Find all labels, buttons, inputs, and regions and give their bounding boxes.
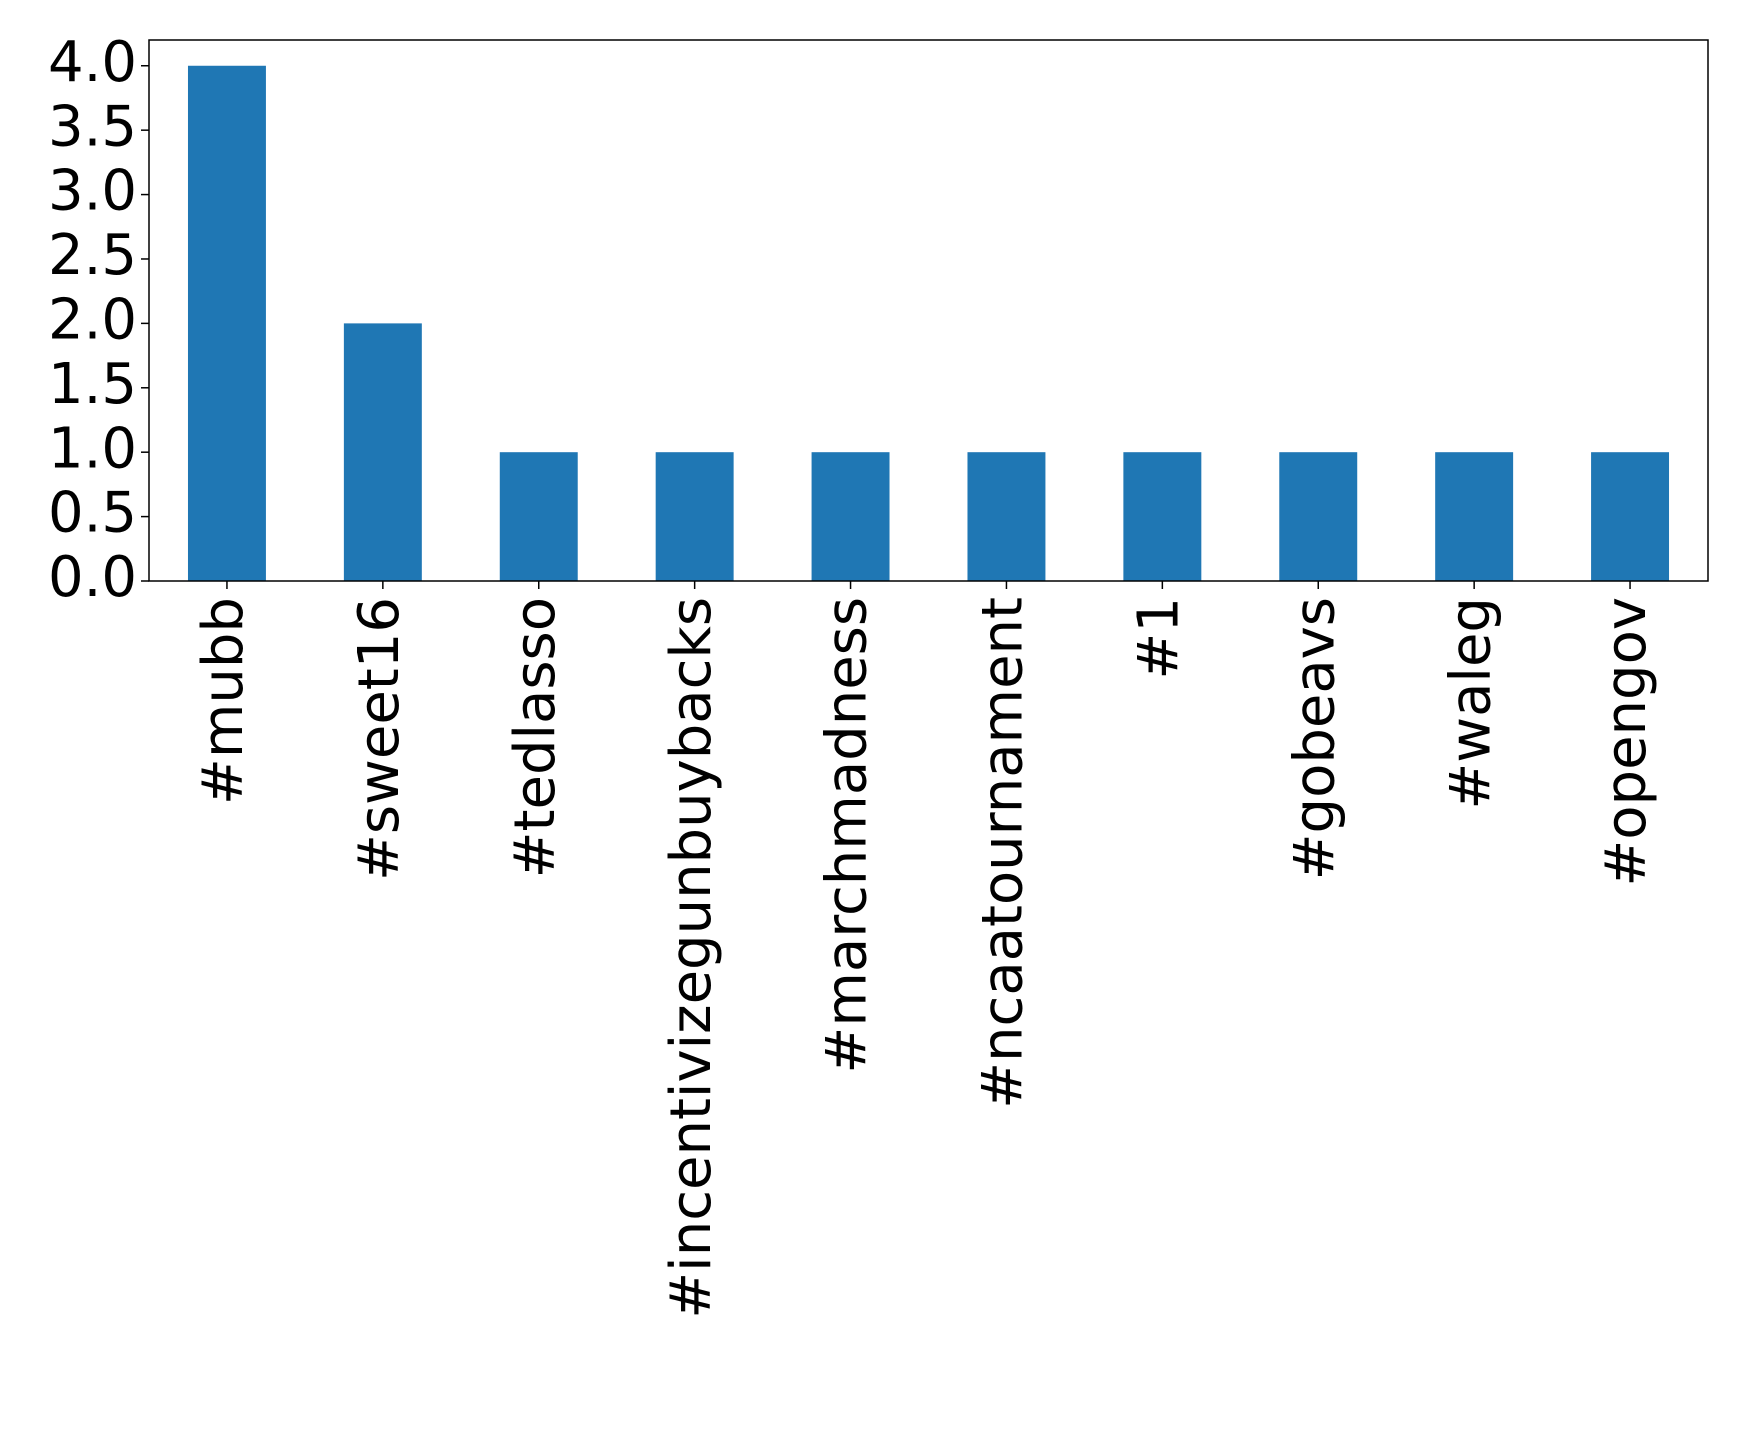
x-tick-label: #tedlasso xyxy=(503,597,568,878)
x-tick-label: #sweet16 xyxy=(347,597,412,881)
x-tick-label: #ncaatournament xyxy=(971,597,1036,1109)
x-tick-label: #mubb xyxy=(191,597,256,805)
y-tick-label: 0.5 xyxy=(48,481,137,546)
bar xyxy=(655,452,734,581)
bar xyxy=(1123,452,1202,581)
bar xyxy=(187,65,266,581)
bar xyxy=(811,452,890,581)
bar xyxy=(499,452,578,581)
y-tick-label: 3.5 xyxy=(48,94,137,159)
x-tick-label: #incentivizegunbuybacks xyxy=(659,597,724,1319)
bar xyxy=(967,452,1046,581)
plot-frame xyxy=(148,39,1709,582)
y-tick-label: 0.0 xyxy=(48,545,137,610)
y-tick-label: 1.0 xyxy=(48,416,137,481)
bar xyxy=(1279,452,1358,581)
y-tick-label: 3.0 xyxy=(48,159,137,224)
bar xyxy=(1591,452,1670,581)
x-tick-label: #gobeavs xyxy=(1282,597,1347,880)
x-tick-label: #waleg xyxy=(1438,597,1503,810)
y-tick-label: 1.5 xyxy=(48,352,137,417)
bar xyxy=(343,323,422,581)
x-tick-label: #opengov xyxy=(1594,597,1659,887)
y-tick-label: 4.0 xyxy=(48,30,137,95)
y-tick-label: 2.5 xyxy=(48,223,137,288)
bar xyxy=(1435,452,1514,581)
x-tick-label: #1 xyxy=(1126,597,1191,680)
y-tick-label: 2.0 xyxy=(48,288,137,353)
x-tick-label: #marchmadness xyxy=(815,597,880,1074)
